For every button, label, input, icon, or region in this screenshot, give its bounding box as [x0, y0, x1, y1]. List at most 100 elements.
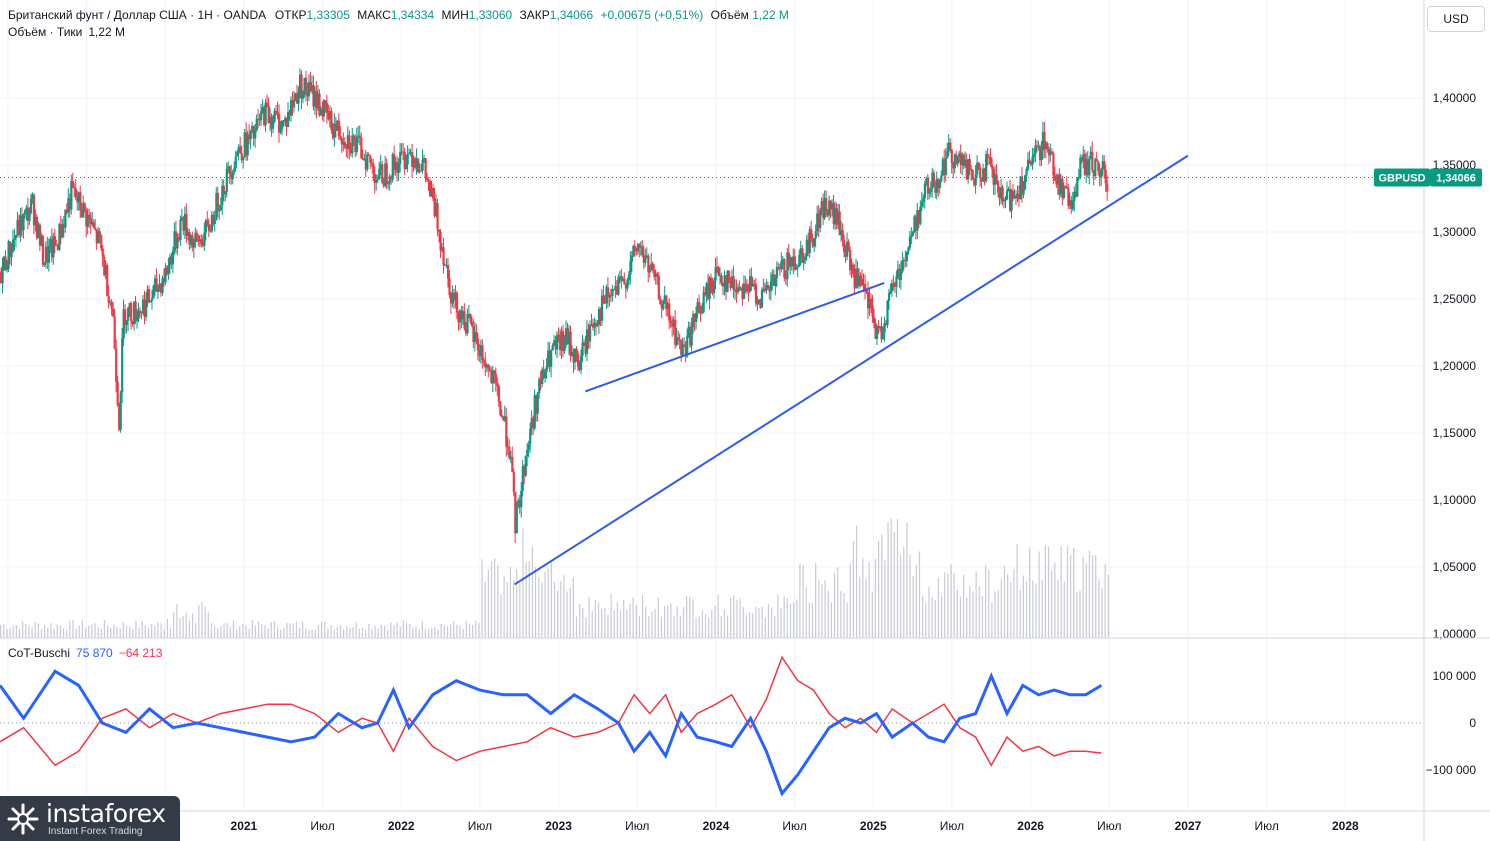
candle-body [119, 392, 122, 430]
candle-body [1014, 195, 1018, 199]
candle-body [315, 91, 318, 109]
candle-body [358, 135, 361, 138]
candle-body [167, 264, 170, 275]
candle-body [110, 302, 113, 309]
candle-body [771, 274, 774, 282]
candle-body [714, 266, 717, 281]
x-tick-label: Июл [625, 819, 649, 833]
volume-bar [91, 624, 93, 638]
candle-body [41, 235, 45, 265]
candle-body [83, 203, 86, 211]
candle-body [98, 231, 101, 236]
candle-body [1020, 176, 1024, 195]
volume-bar [50, 623, 52, 638]
candle-body [301, 94, 305, 99]
candle-body [971, 170, 974, 180]
candle-body [835, 208, 838, 225]
volume-bar [664, 605, 666, 638]
volume-bar [6, 628, 8, 638]
candle-body [266, 102, 269, 106]
volume-bar [1019, 590, 1021, 638]
candle-body [720, 275, 723, 283]
candle-body [698, 302, 701, 307]
candle-body [1049, 151, 1052, 156]
candle-body [213, 220, 216, 224]
volume-bar [191, 612, 194, 638]
candle-body [282, 120, 285, 122]
candle-body [505, 416, 508, 447]
candle-body [849, 250, 852, 271]
candle-body [408, 153, 411, 155]
candle-body [1097, 161, 1100, 172]
candle-body [568, 331, 571, 345]
volume-bar [676, 606, 678, 638]
candle-body [67, 198, 70, 213]
grid [0, 0, 1424, 810]
candle-body [285, 118, 288, 127]
candle-body [1094, 158, 1097, 177]
candle-body [553, 340, 556, 346]
candle-body [810, 229, 813, 240]
candle-body [872, 317, 876, 324]
instaforex-logo: instaforex Instant Forex Trading [0, 796, 180, 841]
currency-button[interactable]: USD [1427, 6, 1485, 32]
candle-body [427, 180, 430, 182]
candle-body [239, 146, 242, 154]
y-tick-label: 1,20000 [1433, 359, 1477, 373]
candle-body [354, 138, 357, 152]
candle-body [1040, 150, 1043, 161]
volume-bar [572, 577, 574, 638]
volume-bar [802, 565, 804, 638]
candle-body [106, 264, 109, 296]
candle-body [526, 449, 529, 456]
volume-bar [308, 629, 310, 638]
volume-bar [821, 584, 823, 638]
candle-body [730, 276, 734, 288]
volume-bar [280, 629, 282, 638]
candle-body [460, 310, 463, 320]
candle-body [828, 200, 831, 216]
candle-body [1073, 191, 1076, 202]
candle-body [319, 108, 323, 116]
candle-body [898, 268, 901, 280]
candle-body [349, 149, 352, 154]
volume-bar [874, 559, 877, 638]
volume-bar [103, 620, 106, 638]
candle-body [1038, 146, 1042, 161]
candle-body [38, 224, 42, 246]
candle-body [206, 220, 209, 224]
volume-bar [450, 624, 452, 638]
candle-body [1, 266, 4, 284]
candle-body [1059, 179, 1063, 195]
candle-body [710, 277, 713, 289]
volume-bar [629, 603, 631, 638]
candle-body [946, 151, 949, 159]
candle-body [478, 350, 481, 357]
candle-body [544, 371, 547, 379]
candle-body [1043, 132, 1046, 150]
volume-bar [437, 629, 439, 638]
candle-body [443, 264, 447, 266]
candle-body [681, 344, 684, 355]
candle-body [547, 350, 550, 367]
candle-body [929, 188, 932, 192]
volume-bar [994, 591, 996, 638]
candle-body [726, 271, 729, 292]
volume-bar [166, 618, 168, 638]
candle-body [1065, 186, 1068, 189]
volume-bar [37, 623, 39, 638]
candle-body [786, 252, 789, 280]
candle-body [331, 130, 335, 138]
candle-body [837, 211, 840, 225]
candle-body [931, 172, 934, 189]
candle-body [965, 159, 968, 180]
volume-bar [852, 541, 855, 638]
candle-body [414, 158, 417, 168]
candle-body [164, 267, 167, 283]
candle-body [523, 465, 526, 476]
price-tag-text: 1,34066 [1436, 173, 1476, 185]
candle-body [683, 344, 686, 347]
candle-body [346, 135, 349, 149]
